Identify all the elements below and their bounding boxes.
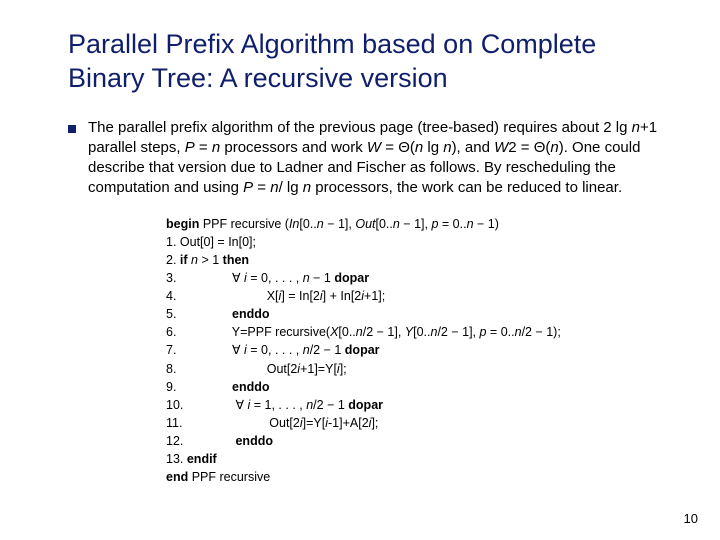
pseudocode-block: begin PPF recursive (In[0..n − 1], Out[0… [166, 215, 672, 487]
square-bullet-icon [68, 125, 76, 133]
body-paragraph: The parallel prefix algorithm of the pre… [88, 118, 672, 199]
code-line: 12. enddo [166, 432, 672, 450]
code-line: 1. Out[0] = In[0]; [166, 233, 672, 251]
code-line: 2. if n > 1 then [166, 251, 672, 269]
code-line: 6. Y=PPF recursive(X[0..n/2 − 1], Y[0..n… [166, 323, 672, 341]
page-number: 10 [684, 511, 698, 526]
code-line: 13. endif [166, 450, 672, 468]
code-line: 10. ∀ i = 1, . . . , n/2 − 1 dopar [166, 396, 672, 414]
code-line: 3. ∀ i = 0, . . . , n − 1 dopar [166, 269, 672, 287]
bullet-row: The parallel prefix algorithm of the pre… [68, 118, 672, 199]
code-line: 9. enddo [166, 378, 672, 396]
code-line: 5. enddo [166, 305, 672, 323]
slide-title: Parallel Prefix Algorithm based on Compl… [68, 28, 672, 96]
code-line: 4. X[i] = In[2i] + In[2i+1]; [166, 287, 672, 305]
code-line: 11. Out[2i]=Y[i-1]+A[2i]; [166, 414, 672, 432]
code-line: 8. Out[2i+1]=Y[i]; [166, 360, 672, 378]
code-line: 7. ∀ i = 0, . . . , n/2 − 1 dopar [166, 341, 672, 359]
slide: Parallel Prefix Algorithm based on Compl… [0, 0, 720, 540]
code-line: begin PPF recursive (In[0..n − 1], Out[0… [166, 215, 672, 233]
code-line: end PPF recursive [166, 468, 672, 486]
